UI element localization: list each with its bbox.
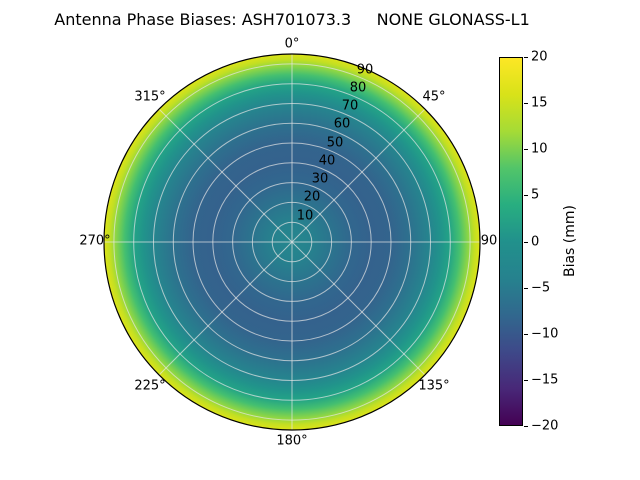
grid-spoke — [291, 241, 426, 376]
colorbar-tick-label-20: 20 — [531, 49, 548, 65]
colorbar-tickmark — [524, 103, 528, 104]
azimuth-label-225deg: 225° — [134, 378, 166, 394]
colorbar-tick-label-n15: −15 — [531, 372, 559, 388]
azimuth-label-180deg: 180° — [276, 433, 308, 449]
colorbar-tick-label-n20: −20 — [531, 418, 559, 434]
colorbar-tickmark — [524, 380, 528, 381]
colorbar-tick-label-15: 15 — [531, 95, 548, 111]
colorbar-tick-label-n10: −10 — [531, 326, 559, 342]
colorbar-tick-label-0: 0 — [531, 234, 540, 250]
colorbar-gradient — [499, 57, 523, 426]
colorbar-axis-label: Bias (mm) — [562, 204, 578, 278]
radial-tick-label-20: 20 — [303, 189, 321, 205]
radial-tick-label-70: 70 — [341, 98, 359, 114]
azimuth-label-135deg: 135° — [418, 378, 450, 394]
azimuth-label-0deg: 0° — [284, 36, 300, 52]
radial-tick-label-40: 40 — [318, 153, 336, 169]
colorbar-tickmark — [524, 288, 528, 289]
azimuth-label-45deg: 45° — [422, 89, 446, 105]
azimuth-label-270deg: 270° — [79, 233, 111, 249]
colorbar-tickmark — [524, 242, 528, 243]
colorbar-tick-label-n5: −5 — [531, 280, 551, 296]
colorbar-tick-label-5: 5 — [531, 187, 540, 203]
grid-spoke — [158, 108, 293, 243]
polar-boundary — [103, 53, 481, 431]
colorbar-tickmark — [524, 149, 528, 150]
chart-title: Antenna Phase Biases: ASH701073.3 NONE G… — [54, 10, 530, 29]
polar-grid — [104, 54, 480, 430]
radial-tick-label-30: 30 — [311, 171, 329, 187]
radial-tick-label-80: 80 — [349, 80, 367, 96]
colorbar-tickmark — [524, 57, 528, 58]
grid-spoke — [158, 241, 293, 376]
colorbar-tick-label-10: 10 — [531, 141, 548, 157]
radial-tick-label-90: 90 — [356, 62, 374, 78]
colorbar-tickmark — [524, 334, 528, 335]
azimuth-label-315deg: 315° — [134, 89, 166, 105]
azimuth-label-90deg: 90 — [480, 233, 498, 249]
radial-tick-label-10: 10 — [296, 208, 314, 224]
radial-tick-label-50: 50 — [326, 135, 344, 151]
colorbar-tickmark — [524, 426, 528, 427]
grid-spoke — [291, 108, 426, 243]
colorbar-tickmark — [524, 195, 528, 196]
radial-tick-label-60: 60 — [333, 116, 351, 132]
